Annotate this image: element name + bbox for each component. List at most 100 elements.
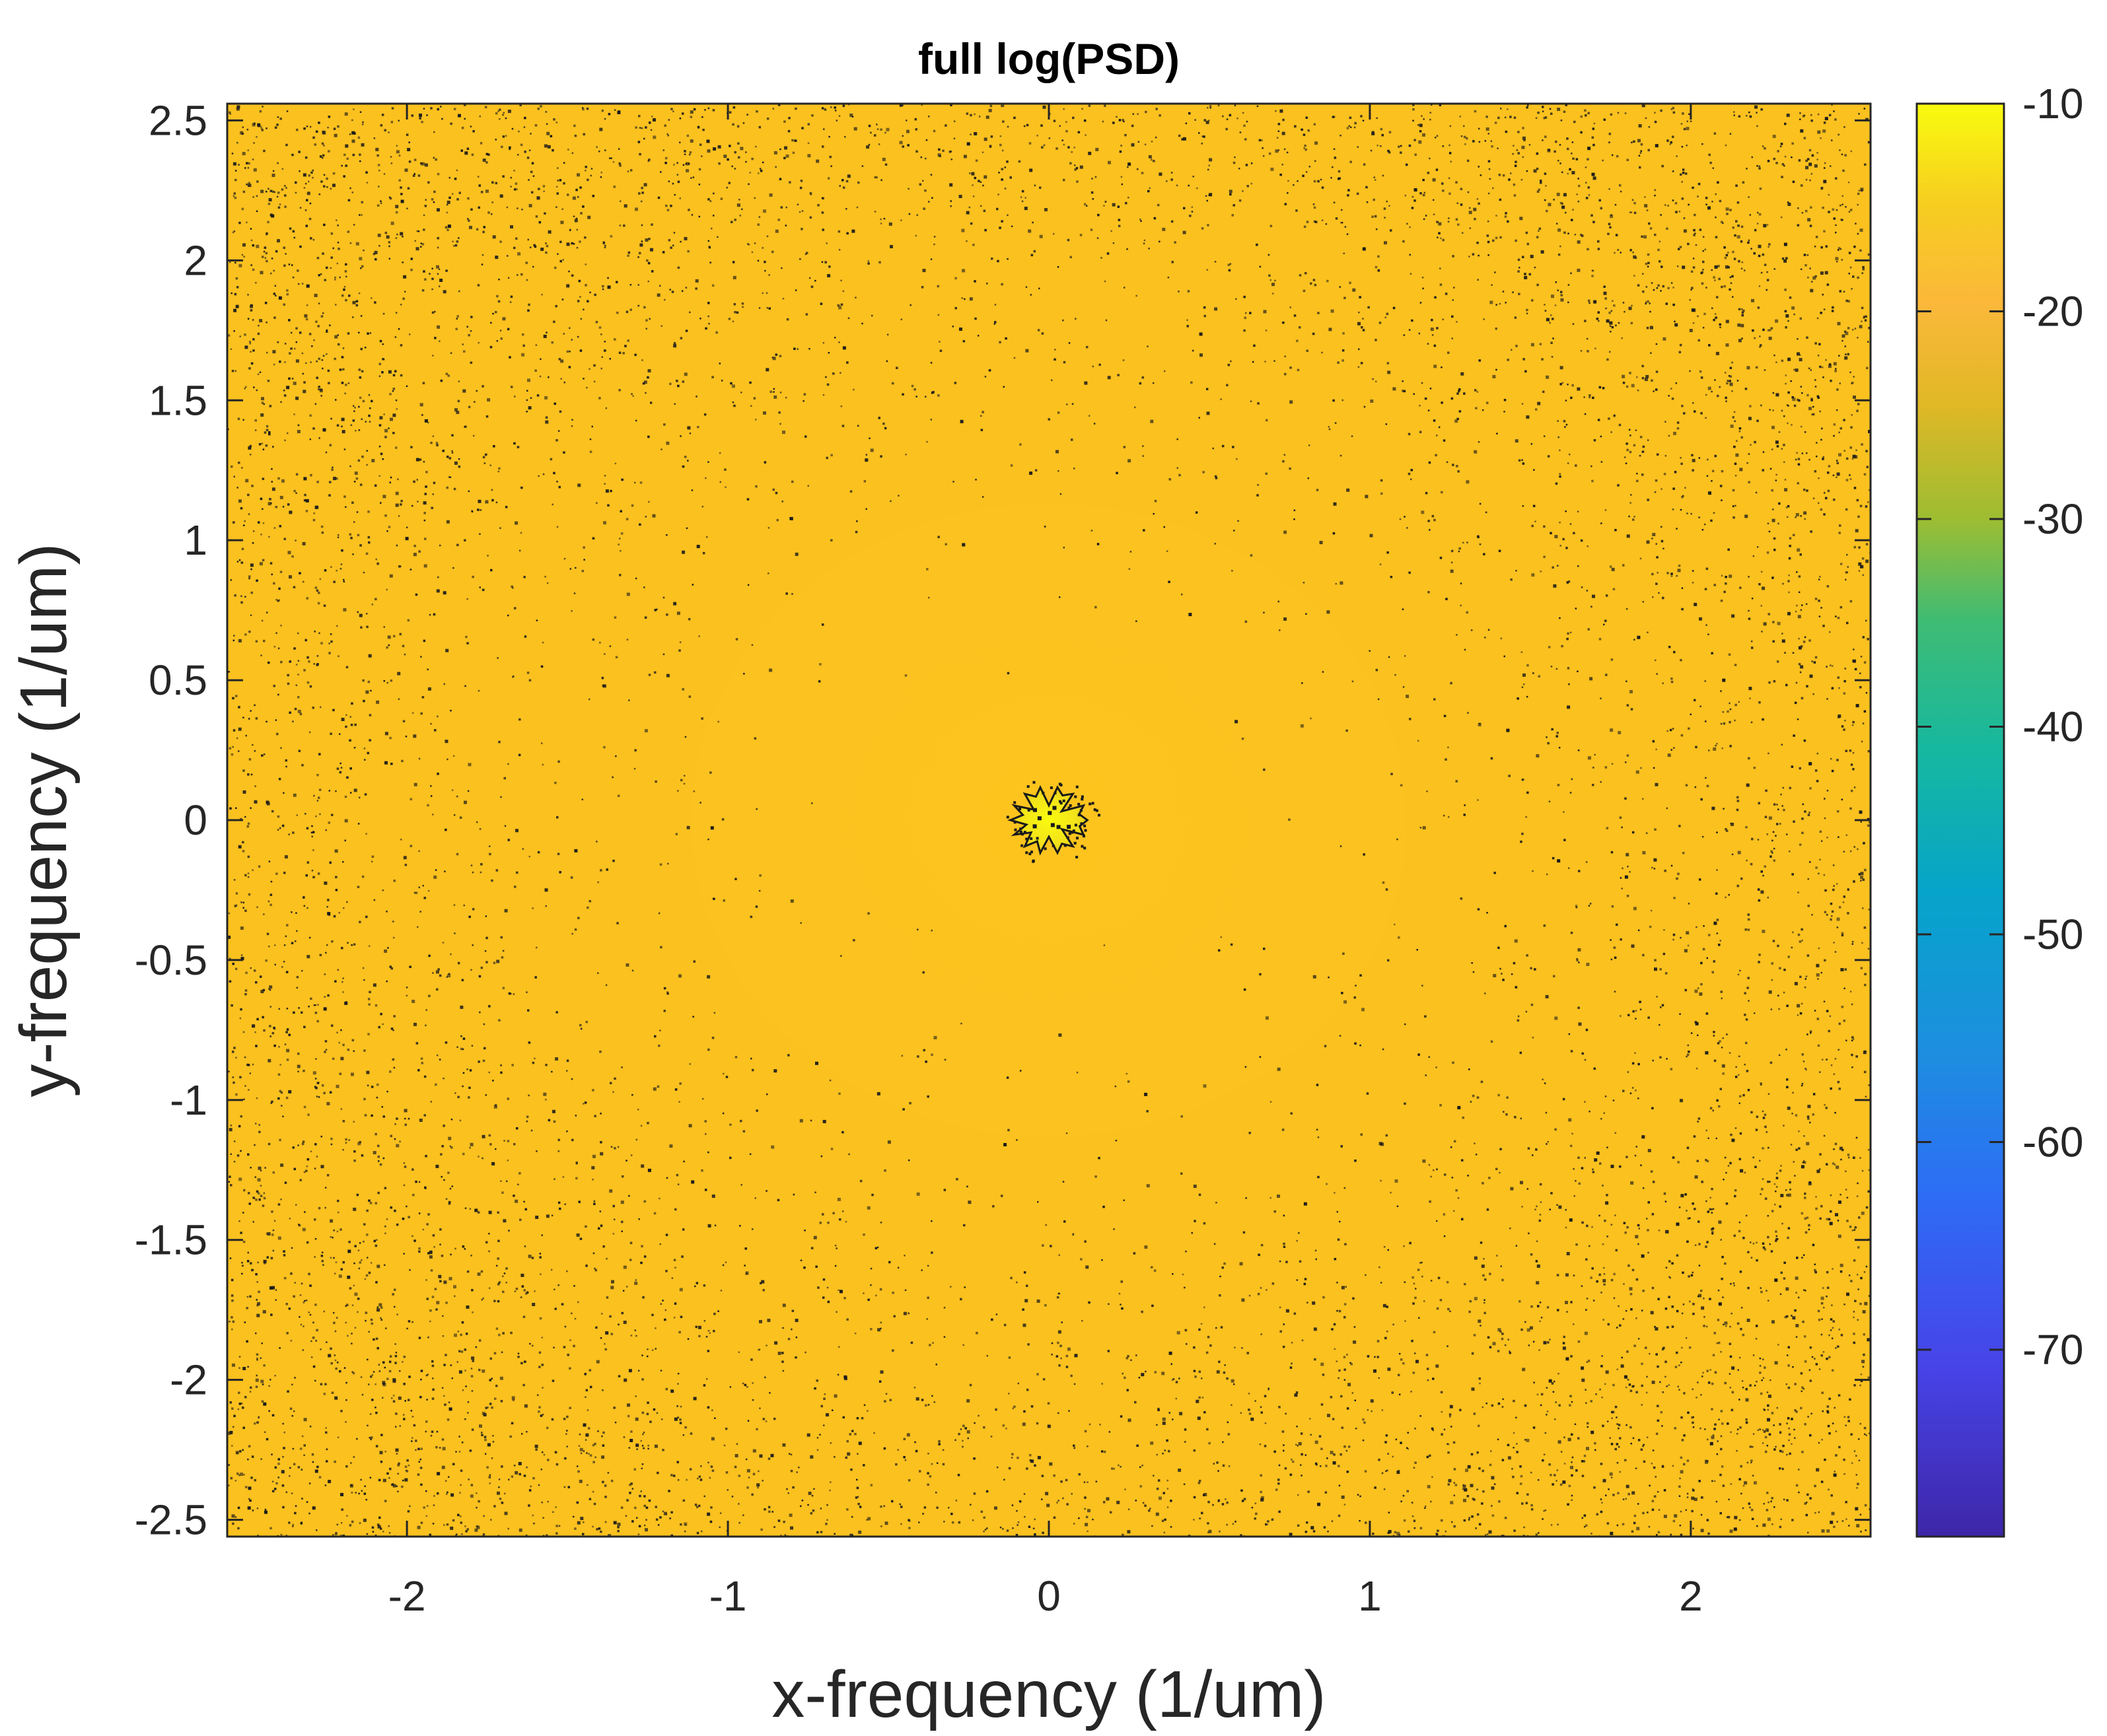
noise-dot xyxy=(1853,245,1856,248)
noise-dot xyxy=(390,1206,392,1209)
noise-dot xyxy=(357,1142,361,1146)
noise-dot xyxy=(1550,341,1553,344)
noise-dot xyxy=(311,825,313,827)
noise-dot xyxy=(1664,972,1668,975)
noise-dot xyxy=(292,276,295,279)
noise-dot xyxy=(999,135,1002,137)
noise-dot xyxy=(464,425,467,428)
noise-dot xyxy=(1122,119,1124,122)
noise-dot xyxy=(264,246,267,249)
noise-dot xyxy=(248,575,251,578)
noise-dot xyxy=(1782,1444,1785,1447)
noise-dot xyxy=(1324,1045,1327,1047)
noise-dot xyxy=(248,577,250,580)
noise-dot xyxy=(448,1136,452,1140)
noise-dot xyxy=(1833,217,1836,220)
noise-dot xyxy=(349,767,352,770)
noise-dot xyxy=(1537,112,1540,114)
noise-dot xyxy=(1573,1195,1575,1197)
noise-dot xyxy=(1711,971,1714,974)
noise-dot xyxy=(530,133,532,135)
noise-dot xyxy=(312,1337,315,1339)
noise-dot xyxy=(326,1341,328,1343)
noise-dot xyxy=(1637,635,1641,639)
noise-dot xyxy=(374,484,377,487)
noise-dot xyxy=(648,1499,651,1502)
noise-dot xyxy=(270,1102,272,1104)
noise-dot xyxy=(748,244,750,246)
noise-dot xyxy=(396,1313,398,1315)
noise-dot xyxy=(1341,221,1343,224)
noise-dot xyxy=(280,747,282,749)
noise-dot xyxy=(361,201,363,203)
noise-dot xyxy=(360,1478,362,1481)
noise-dot xyxy=(501,956,504,959)
noise-dot xyxy=(441,1387,444,1389)
noise-dot xyxy=(1375,339,1377,341)
noise-dot xyxy=(398,155,401,156)
noise-dot xyxy=(1407,1432,1409,1434)
noise-dot xyxy=(1411,1340,1413,1342)
noise-dot xyxy=(1360,1133,1363,1136)
noise-dot xyxy=(347,332,350,335)
noise-dot xyxy=(248,446,252,450)
noise-dot xyxy=(1692,1202,1694,1205)
noise-dot xyxy=(840,405,843,407)
noise-dot xyxy=(857,1496,859,1498)
noise-dot xyxy=(1838,133,1839,136)
noise-dot xyxy=(1023,125,1026,127)
noise-dot xyxy=(380,1319,382,1321)
noise-dot xyxy=(1826,666,1828,668)
noise-dot xyxy=(1428,1056,1430,1058)
noise-dot xyxy=(1358,311,1360,314)
noise-dot xyxy=(908,1479,911,1482)
noise-dot xyxy=(1703,523,1706,526)
noise-dot xyxy=(824,108,827,111)
noise-dot xyxy=(502,1275,504,1278)
noise-dot xyxy=(502,1332,505,1335)
noise-dot xyxy=(734,878,737,880)
noise-dot xyxy=(1726,382,1729,385)
noise-dot xyxy=(252,744,254,746)
noise-dot xyxy=(1793,734,1795,737)
noise-dot xyxy=(849,1533,853,1537)
noise-dot xyxy=(367,332,369,335)
noise-dot xyxy=(738,199,740,201)
noise-dot xyxy=(1261,139,1263,141)
noise-dot xyxy=(1738,339,1742,343)
noise-dot xyxy=(378,1478,381,1482)
noise-dot xyxy=(353,410,355,412)
noise-dot xyxy=(517,274,518,276)
noise-dot xyxy=(1807,1117,1810,1120)
noise-dot xyxy=(1113,1228,1115,1230)
noise-dot xyxy=(1592,767,1594,769)
noise-dot xyxy=(1054,358,1056,361)
noise-dot xyxy=(240,595,242,597)
noise-dot xyxy=(1748,609,1750,612)
noise-dot xyxy=(964,298,966,300)
noise-dot xyxy=(1676,1309,1679,1313)
noise-dot xyxy=(281,188,284,191)
noise-dot xyxy=(684,775,686,777)
noise-dot xyxy=(1248,1412,1252,1415)
noise-dot xyxy=(1475,1154,1478,1156)
noise-dot xyxy=(1610,1531,1614,1535)
noise-dot xyxy=(507,110,511,114)
noise-dot xyxy=(1517,1015,1520,1018)
noise-dot xyxy=(1826,1218,1829,1220)
noise-dot xyxy=(1057,1500,1059,1502)
noise-dot xyxy=(245,386,247,388)
noise-dot xyxy=(517,1183,519,1186)
noise-dot xyxy=(882,157,886,161)
noise-dot xyxy=(489,1403,492,1405)
noise-dot xyxy=(1205,195,1207,197)
noise-dot xyxy=(398,1396,402,1400)
noise-dot xyxy=(779,423,781,425)
noise-dot xyxy=(255,1273,258,1276)
noise-dot xyxy=(1423,191,1426,194)
noise-dot xyxy=(522,848,524,850)
noise-dot xyxy=(1565,1357,1569,1361)
noise-dot xyxy=(355,242,359,246)
noise-dot xyxy=(417,926,419,928)
noise-dot xyxy=(686,527,688,530)
